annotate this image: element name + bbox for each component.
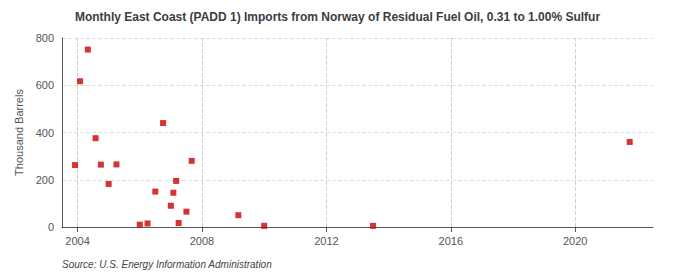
svg-text:400: 400 (36, 127, 54, 139)
svg-text:Monthly East Coast (PADD 1) Im: Monthly East Coast (PADD 1) Imports from… (75, 10, 601, 24)
svg-text:2016: 2016 (439, 235, 463, 247)
svg-text:600: 600 (36, 79, 54, 91)
svg-text:2020: 2020 (563, 235, 587, 247)
svg-text:200: 200 (36, 174, 54, 186)
svg-text:0: 0 (48, 221, 54, 233)
svg-text:Thousand Barrels: Thousand Barrels (13, 89, 25, 176)
svg-text:2008: 2008 (190, 235, 214, 247)
svg-text:800: 800 (36, 32, 54, 44)
svg-text:2004: 2004 (65, 235, 89, 247)
svg-text:2012: 2012 (314, 235, 338, 247)
svg-text:Source: U.S. Energy Informatio: Source: U.S. Energy Information Administ… (62, 259, 272, 270)
